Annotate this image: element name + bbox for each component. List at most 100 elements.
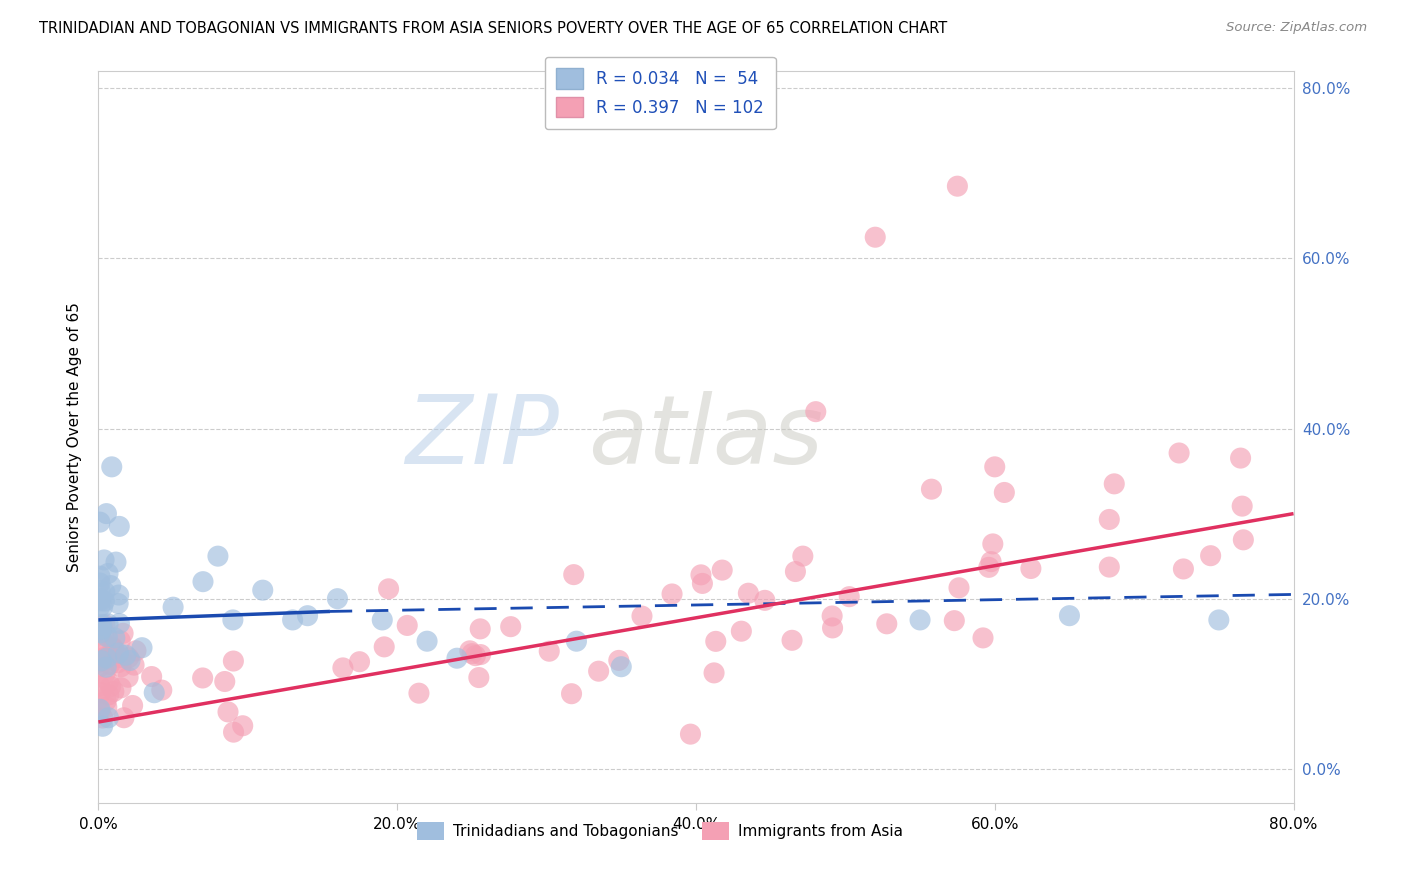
Point <box>416 634 439 648</box>
Point <box>943 614 966 628</box>
Point <box>89 591 111 606</box>
Point <box>94 585 117 599</box>
Point <box>730 624 752 639</box>
Point <box>94 637 117 651</box>
Point <box>920 482 942 496</box>
Point <box>1173 562 1195 576</box>
Point <box>89 628 111 642</box>
Point <box>661 587 683 601</box>
Point <box>89 515 111 529</box>
Point <box>588 664 610 678</box>
Point <box>1059 608 1081 623</box>
Point <box>94 617 117 632</box>
Point <box>1208 613 1230 627</box>
Point <box>679 727 702 741</box>
Point <box>565 634 588 648</box>
Point <box>89 576 111 591</box>
Point <box>349 655 371 669</box>
Point <box>560 687 582 701</box>
Point <box>780 633 803 648</box>
Point <box>103 684 125 698</box>
Point <box>191 574 214 589</box>
Point <box>96 700 118 714</box>
Point <box>470 622 492 636</box>
Point <box>89 583 111 598</box>
Point <box>162 600 184 615</box>
Point <box>93 625 115 640</box>
Point <box>371 613 394 627</box>
Point <box>980 555 1002 569</box>
Point <box>214 674 236 689</box>
Point <box>690 567 713 582</box>
Point <box>121 698 143 713</box>
Point <box>108 616 131 631</box>
Point <box>408 686 430 700</box>
Point <box>104 555 127 569</box>
Point <box>100 680 122 694</box>
Point <box>107 646 129 660</box>
Point <box>150 683 173 698</box>
Point <box>1019 561 1042 575</box>
Text: TRINIDADIAN AND TOBAGONIAN VS IMMIGRANTS FROM ASIA SENIORS POVERTY OVER THE AGE : TRINIDADIAN AND TOBAGONIAN VS IMMIGRANTS… <box>39 21 948 37</box>
Point <box>737 586 759 600</box>
Point <box>97 711 120 725</box>
Point <box>97 674 120 689</box>
Point <box>91 600 114 615</box>
Point <box>1230 499 1253 513</box>
Point <box>981 537 1004 551</box>
Point <box>110 681 132 695</box>
Point <box>89 704 111 718</box>
Point <box>98 657 121 672</box>
Point <box>977 560 1000 574</box>
Point <box>468 671 491 685</box>
Point <box>232 719 254 733</box>
Point <box>332 661 354 675</box>
Point <box>326 591 349 606</box>
Point <box>446 651 468 665</box>
Point <box>562 567 585 582</box>
Point <box>104 631 127 645</box>
Point <box>948 581 970 595</box>
Point <box>89 655 111 669</box>
Point <box>131 640 153 655</box>
Point <box>946 179 969 194</box>
Point <box>89 679 111 693</box>
Point <box>711 563 734 577</box>
Point <box>984 459 1007 474</box>
Point <box>1199 549 1222 563</box>
Text: Source: ZipAtlas.com: Source: ZipAtlas.com <box>1226 21 1367 35</box>
Point <box>108 633 131 648</box>
Point <box>91 711 114 725</box>
Point <box>1232 533 1254 547</box>
Point <box>89 686 111 700</box>
Point <box>704 634 727 648</box>
Point <box>110 659 132 673</box>
Point <box>107 656 129 670</box>
Point <box>117 650 139 665</box>
Point <box>838 590 860 604</box>
Point <box>876 616 898 631</box>
Point <box>252 583 274 598</box>
Point <box>89 594 111 608</box>
Point <box>610 659 633 673</box>
Point <box>821 609 844 624</box>
Point <box>107 588 129 602</box>
Point <box>631 609 654 624</box>
Point <box>396 618 419 632</box>
Point <box>141 669 163 683</box>
Point <box>118 653 141 667</box>
Point <box>993 485 1015 500</box>
Point <box>785 565 807 579</box>
Point <box>94 666 117 681</box>
Point <box>89 599 111 614</box>
Point <box>112 711 135 725</box>
Point <box>90 622 112 636</box>
Point <box>464 648 486 663</box>
Y-axis label: Seniors Poverty Over the Age of 65: Seniors Poverty Over the Age of 65 <box>67 302 83 572</box>
Point <box>112 626 135 640</box>
Point <box>692 576 714 591</box>
Point <box>89 625 111 640</box>
Point <box>110 650 132 665</box>
Point <box>97 566 120 581</box>
Point <box>297 608 319 623</box>
